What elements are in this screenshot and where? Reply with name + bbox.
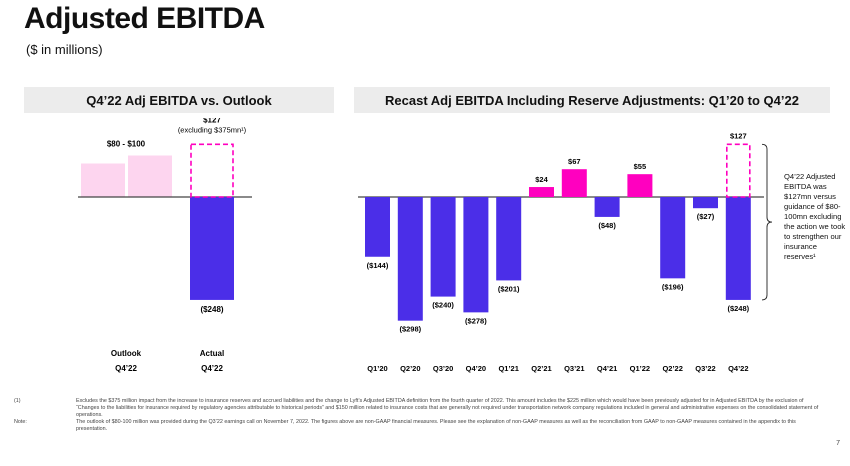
brace (761, 143, 773, 301)
actual-bar (190, 197, 234, 300)
x-tick-label: Q2’21 (531, 364, 551, 373)
bar-value-label: ($27) (697, 212, 715, 221)
footnote-mark: Note: (14, 419, 27, 425)
bar (627, 174, 653, 197)
x-tick-label: Q1’22 (630, 364, 650, 373)
footnote-1: (1) Excludes the $375 million impact fro… (14, 398, 824, 419)
bar-value-label: ($298) (399, 325, 421, 334)
x-tick-label: Q1’20 (367, 364, 387, 373)
page-title: Adjusted EBITDA (24, 2, 265, 35)
right-panel-title: Recast Adj EBITDA Including Reserve Adju… (354, 87, 830, 113)
bar (693, 197, 718, 209)
excluding-dashed-bar (190, 143, 234, 198)
outlook-bar-high (128, 155, 172, 197)
bar-value-label: ($248) (727, 304, 749, 313)
bar-value-label: ($201) (498, 284, 520, 293)
x-tick-label: Q2’22 (662, 364, 682, 373)
excluding-note-label: (excluding $375mn¹) (178, 125, 247, 134)
x-tick-label: Q3’20 (433, 364, 453, 373)
bar-value-label: ($48) (598, 221, 616, 230)
bar-value-label: ($240) (432, 301, 454, 310)
recast-ebitda-chart: ($144) Q1’20 ($298) Q2’20 ($240) Q3’20 ($278) Q… (358, 131, 773, 373)
x-tick-label: Q4’20 (466, 364, 486, 373)
side-note: Q4’22 Adjusted EBITDA was $127mn versus … (784, 172, 846, 261)
footnote-2: Note: The outlook of $80-100 million was… (14, 419, 824, 433)
bar (463, 197, 489, 313)
outlook-bar-low (81, 163, 125, 197)
outlook-range-label: $80 - $100 (107, 140, 146, 149)
bar (725, 197, 751, 300)
x-tick-label: Q1’21 (498, 364, 518, 373)
page-number: 7 (836, 440, 840, 447)
bar (430, 197, 456, 297)
excluding-value-label: $127 (730, 131, 747, 140)
bar-value-label: ($278) (465, 316, 487, 325)
x-tick-label: Q3’22 (695, 364, 715, 373)
excluding-dashed-bar (725, 143, 751, 198)
bar-value-label: $24 (535, 175, 548, 184)
bar-value-label: ($196) (662, 282, 684, 291)
bar-value-label: $55 (634, 162, 647, 171)
x-tick-label: Q3’21 (564, 364, 584, 373)
category-label: Outlook (111, 349, 142, 358)
category-label: Actual (200, 349, 224, 358)
bar-value-label: ($144) (367, 261, 389, 270)
bar-value-label: $67 (568, 157, 581, 166)
footnote-text: The outlook of $80-100 million was provi… (76, 419, 796, 432)
excluding-value-label: $127 (203, 118, 221, 124)
outlook-vs-actual-chart: $80 - $100 ($248) $127(excluding $375mn¹) O… (78, 118, 252, 373)
sub-category-label: Q4’22 (115, 364, 137, 373)
bar (496, 197, 522, 281)
footnotes: (1) Excludes the $375 million impact fro… (14, 398, 824, 433)
bar (529, 187, 554, 197)
bar (397, 197, 423, 321)
page-subtitle: ($ in millions) (26, 42, 103, 57)
actual-value-label: ($248) (200, 305, 223, 314)
left-panel-title: Q4’22 Adj EBITDA vs. Outlook (24, 87, 334, 113)
bar (365, 197, 390, 257)
x-tick-label: Q2’20 (400, 364, 420, 373)
x-tick-label: Q4’21 (597, 364, 617, 373)
footnote-text: Excludes the $375 million impact from th… (76, 398, 819, 418)
x-tick-label: Q4’22 (728, 364, 748, 373)
sub-category-label: Q4’22 (201, 364, 223, 373)
footnote-mark: (1) (14, 398, 21, 404)
bar (594, 197, 620, 217)
bar (561, 169, 587, 197)
bar (660, 197, 686, 279)
